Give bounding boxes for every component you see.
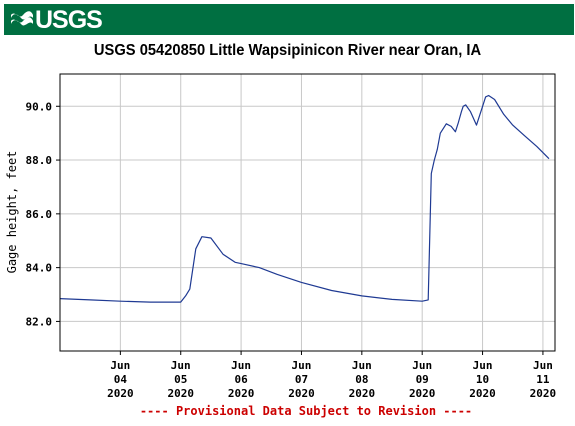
x-tick-label-6-year: 2020: [469, 387, 496, 400]
x-tick-label-5-month: Jun: [412, 359, 432, 372]
y-tick-label-1: 84.0: [26, 262, 53, 275]
x-tick-label-3-year: 2020: [288, 387, 315, 400]
y-tick-label-0: 82.0: [26, 315, 53, 328]
x-tick-label-0-day: 04: [114, 373, 128, 386]
x-tick-label-6-month: Jun: [473, 359, 493, 372]
x-tick-label-6-day: 10: [476, 373, 489, 386]
x-tick-label-2-day: 06: [234, 373, 248, 386]
plot-frame: [59, 73, 556, 352]
x-tick-label-4-day: 08: [355, 373, 368, 386]
x-tick-label-7-month: Jun: [533, 359, 553, 372]
x-tick-label-7-day: 11: [536, 373, 550, 386]
x-axis-ticks: Jun042020Jun052020Jun062020Jun072020Jun0…: [107, 351, 556, 400]
x-tick-label-3-day: 07: [295, 373, 308, 386]
x-tick-label-4-year: 2020: [349, 387, 376, 400]
y-axis-label: Gage height, feet: [5, 151, 19, 274]
provisional-note: ---- Provisional Data Subject to Revisio…: [139, 404, 473, 418]
x-tick-label-4-month: Jun: [352, 359, 372, 372]
usgs-wave-icon: [11, 11, 33, 26]
x-tick-label-0-month: Jun: [110, 359, 130, 372]
usgs-banner: USGS: [4, 4, 574, 35]
chart-title: USGS 05420850 Little Wapsipinicon River …: [93, 42, 482, 59]
x-tick-label-2-month: Jun: [231, 359, 251, 372]
x-tick-label-7-year: 2020: [530, 387, 557, 400]
y-tick-label-2: 86.0: [26, 208, 53, 221]
x-tick-label-3-month: Jun: [292, 359, 312, 372]
series: [59, 94, 550, 303]
x-tick-label-1-year: 2020: [167, 387, 194, 400]
x-tick-label-1-day: 05: [174, 373, 187, 386]
x-tick-label-2-year: 2020: [228, 387, 255, 400]
x-tick-label-1-month: Jun: [171, 359, 191, 372]
y-tick-label-3: 88.0: [26, 154, 53, 167]
x-tick-label-0-year: 2020: [107, 387, 134, 400]
y-tick-label-4: 90.0: [26, 100, 53, 113]
series-line-0: [59, 94, 550, 303]
x-tick-label-5-day: 09: [416, 373, 429, 386]
grid: [60, 74, 555, 351]
x-tick-label-5-year: 2020: [409, 387, 436, 400]
usgs-logo-text: USGS: [35, 6, 103, 34]
y-axis-ticks: 82.0 84.0 86.0 88.0 90.0: [26, 100, 60, 328]
